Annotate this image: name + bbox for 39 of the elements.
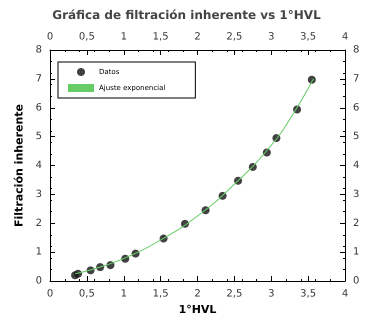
y2-tick-label: 4 [353,160,360,171]
x-tick-label: 4 [342,288,348,300]
y2-tick-label: 5 [353,131,360,142]
x2-tick-label: 1 [120,32,127,42]
y-tick-label: 2 [36,218,42,229]
y-tick-label: 3 [36,188,42,200]
x2-tick-label: 4 [342,32,348,42]
x-tick-label: 1,5 [152,288,169,300]
x-tick-label: 3 [268,288,274,300]
y2-tick-label: 6 [353,102,360,114]
y2-tick-label: 8 [353,44,360,56]
y2-tick-label: 7 [353,73,360,84]
y-tick-label: 8 [36,44,42,56]
y-tick-label: 1 [36,246,42,258]
x2-tick-label: 0,5 [78,32,95,42]
y2-tick-label: 2 [353,218,360,229]
x2-tick-label: 2 [194,32,201,42]
y2-tick-label: 3 [353,188,360,200]
x-tick-label: 0 [46,288,54,300]
y-tick-label: 5 [36,131,42,142]
x2-tick-label: 1,5 [152,32,169,42]
x-tick-label: 3,5 [300,288,316,300]
x-axis-title: 1°HVL [178,302,216,316]
x-tick-label: 2,5 [226,288,242,300]
y2-tick-label: 1 [353,246,360,258]
y-tick-label: 4 [36,160,42,171]
y-tick-label: 7 [36,73,42,84]
x2-tick-label: 0 [46,32,54,42]
x2-tick-label: 3 [268,32,274,42]
x2-tick-label: 2,5 [226,32,242,42]
x2-tick-label: 3,5 [300,32,316,42]
y-tick-label: 6 [36,102,42,114]
x-tick-label: 0,5 [78,288,95,300]
x-tick-label: 1 [120,288,127,300]
chart-title: Gráfica de filtración inherente vs 1°HVL [52,8,322,22]
y-axis-title: Filtración inherente [12,104,26,227]
y2-tick-label: 0 [353,276,360,286]
y-tick-label: 0 [36,276,42,286]
x-tick-label: 2 [194,288,201,300]
